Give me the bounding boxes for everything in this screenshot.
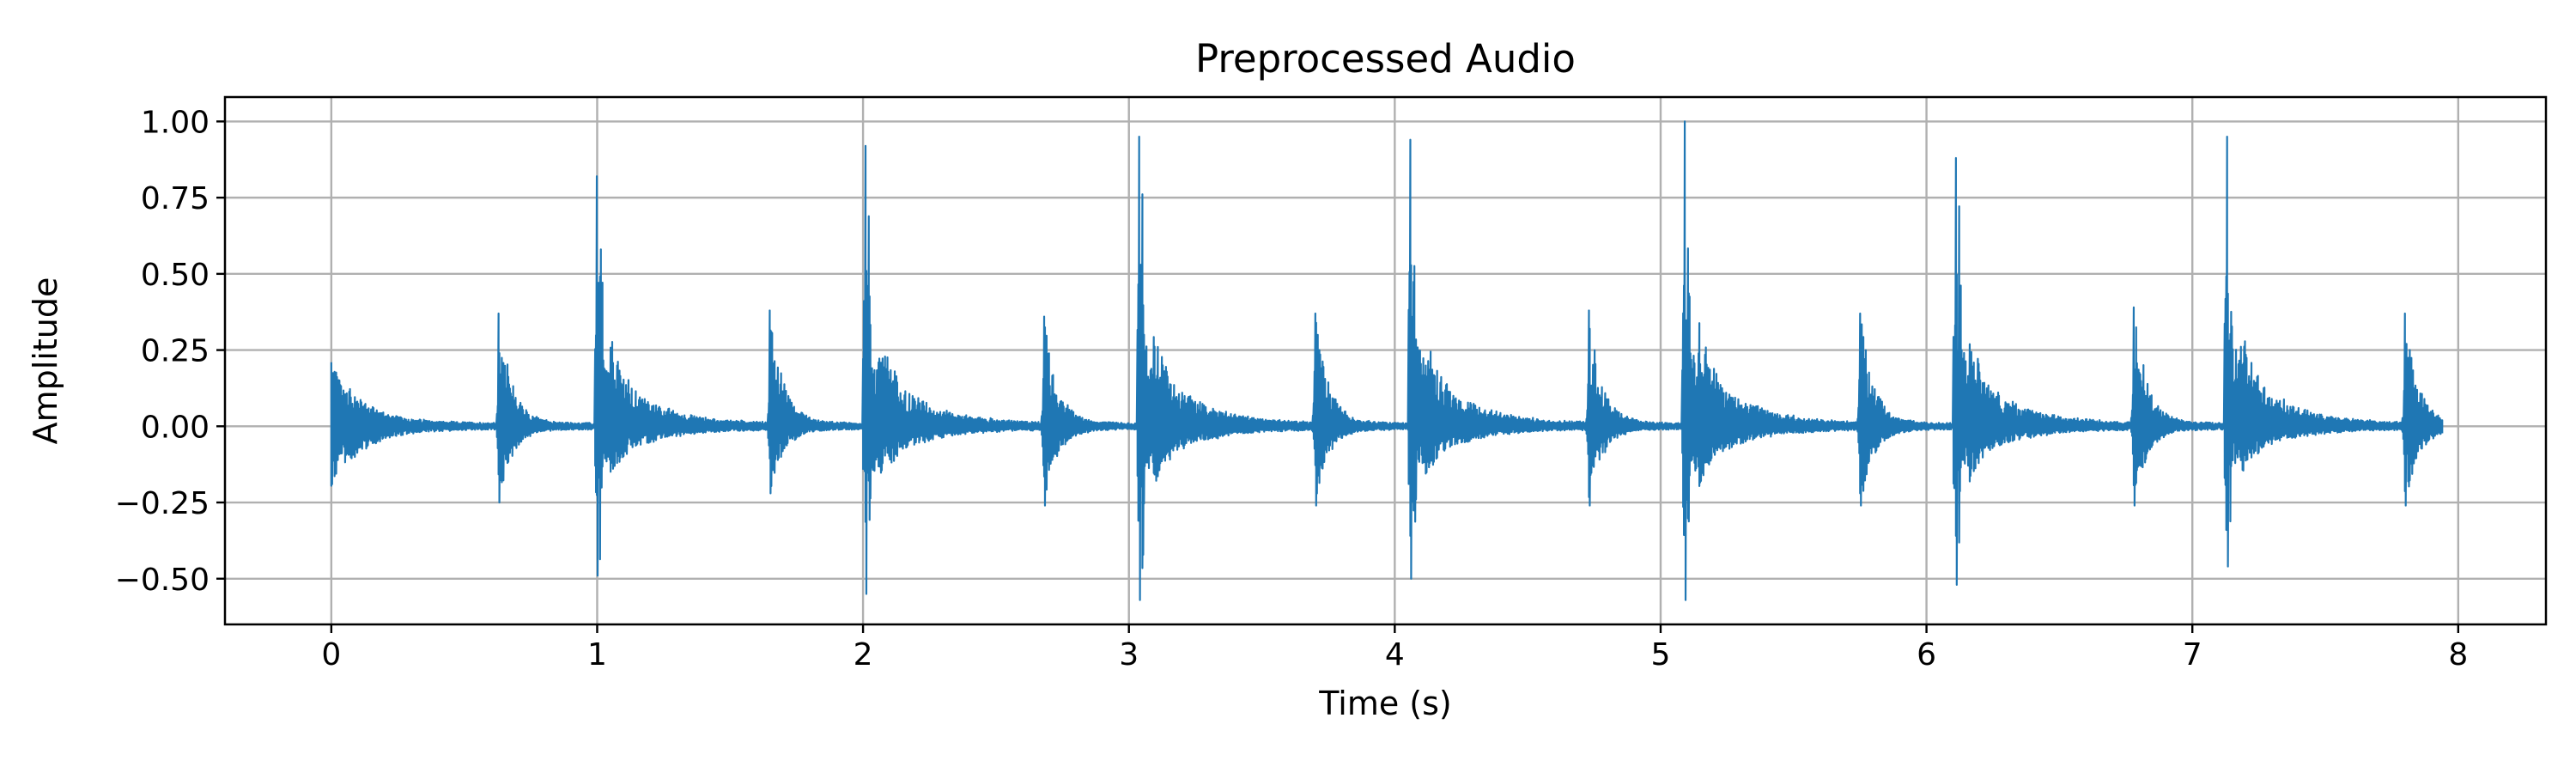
y-tick-label: 0.50 bbox=[141, 258, 210, 293]
x-tick-label: 2 bbox=[854, 637, 873, 673]
x-tick-label: 6 bbox=[1917, 637, 1936, 673]
signal-series bbox=[330, 120, 2444, 601]
x-axis-label: Time (s) bbox=[1318, 685, 1452, 722]
plot-frame bbox=[223, 95, 2548, 626]
x-tick-label: 1 bbox=[587, 637, 607, 673]
x-tick-label: 0 bbox=[321, 637, 341, 673]
y-axis-label: Amplitude bbox=[27, 277, 64, 445]
x-tick-label: 3 bbox=[1119, 637, 1139, 673]
x-tick-label: 7 bbox=[2183, 637, 2202, 673]
axis-ticks: 0 1 2 3 4 5 6 7 8 1.00 0.75 0.50 0.25 0.00 −0.25 −0.50 bbox=[115, 105, 2469, 673]
y-tick-label: −0.25 bbox=[115, 486, 210, 521]
y-tick-label: 0.25 bbox=[141, 334, 210, 369]
y-tick-label: 0.00 bbox=[141, 410, 210, 445]
x-tick-label: 4 bbox=[1385, 637, 1405, 673]
x-tick-label: 8 bbox=[2448, 637, 2468, 673]
audio-waveform-line bbox=[330, 120, 2444, 601]
y-tick-label: −0.50 bbox=[115, 563, 210, 598]
y-tick-label: 1.00 bbox=[141, 105, 210, 140]
chart-title: Preprocessed Audio bbox=[1195, 36, 1576, 82]
y-tick-label: 0.75 bbox=[141, 181, 210, 216]
x-tick-label: 5 bbox=[1651, 637, 1671, 673]
